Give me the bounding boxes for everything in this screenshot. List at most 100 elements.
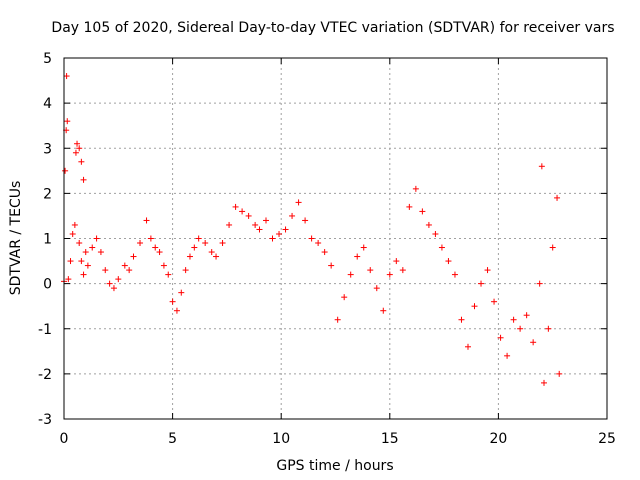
data-point (451, 271, 458, 278)
data-point (165, 271, 172, 278)
data-point (84, 262, 91, 269)
y-tick-label: -2 (38, 367, 52, 383)
data-point (71, 221, 78, 228)
data-point (321, 249, 328, 256)
data-point (115, 276, 122, 283)
data-point (425, 221, 432, 228)
data-point (74, 140, 81, 147)
data-point (545, 325, 552, 332)
data-point (276, 230, 283, 237)
data-point (89, 244, 96, 251)
data-point (373, 285, 380, 292)
x-tick-label: 0 (60, 431, 69, 447)
data-point (458, 316, 465, 323)
data-point (393, 258, 400, 265)
data-point (239, 208, 246, 215)
data-point (282, 226, 289, 233)
x-tick-label: 25 (598, 431, 616, 447)
data-point (399, 267, 406, 274)
axis-ticks: 0 5 10 15 20 25 -3 -2 -1 0 1 2 3 4 5 (38, 51, 616, 447)
data-point (438, 244, 445, 251)
data-point (497, 334, 504, 341)
data-point (517, 325, 524, 332)
data-point (315, 240, 322, 247)
y-tick-label: 2 (43, 186, 52, 202)
data-point (556, 370, 563, 377)
data-point (252, 221, 259, 228)
data-point (419, 208, 426, 215)
y-tick-label: 0 (43, 277, 52, 293)
data-point (432, 230, 439, 237)
data-point (72, 149, 79, 156)
x-tick-label: 10 (272, 431, 290, 447)
data-point (78, 258, 85, 265)
data-point (406, 203, 413, 210)
data-point (380, 307, 387, 314)
grid-lines (64, 58, 607, 419)
data-point (178, 289, 185, 296)
data-point (147, 235, 154, 242)
data-point (445, 258, 452, 265)
data-point (76, 145, 83, 152)
data-point (504, 352, 511, 359)
data-point (245, 212, 252, 219)
data-point (102, 267, 109, 274)
data-point (121, 262, 128, 269)
data-point (137, 240, 144, 247)
data-point (554, 194, 561, 201)
data-point (269, 235, 276, 242)
y-tick-label: 1 (43, 232, 52, 248)
data-point (208, 249, 215, 256)
data-point (523, 312, 530, 319)
data-point (64, 118, 71, 125)
data-point (126, 267, 133, 274)
data-point (541, 379, 548, 386)
data-point (367, 267, 374, 274)
data-point (93, 235, 100, 242)
data-point (341, 294, 348, 301)
data-point (386, 271, 393, 278)
data-point (106, 280, 113, 287)
data-point (360, 244, 367, 251)
data-point (182, 267, 189, 274)
data-point (256, 226, 263, 233)
data-point (186, 253, 193, 260)
data-point (302, 217, 309, 224)
data-point (289, 212, 296, 219)
data-point (226, 221, 233, 228)
data-point (76, 240, 83, 247)
x-tick-label: 5 (168, 431, 177, 447)
data-point (78, 158, 85, 165)
data-point (213, 253, 220, 260)
data-point (191, 244, 198, 251)
x-axis-label: GPS time / hours (276, 458, 393, 474)
data-point (110, 285, 117, 292)
data-point (97, 249, 104, 256)
data-point (80, 271, 87, 278)
data-point (538, 163, 545, 170)
chart-title: Day 105 of 2020, Sidereal Day-to-day VTE… (51, 20, 614, 36)
x-tick-label: 20 (489, 431, 507, 447)
data-point (328, 262, 335, 269)
y-tick-label: 3 (43, 141, 52, 157)
data-point (262, 217, 269, 224)
x-tick-label: 15 (381, 431, 399, 447)
data-point (62, 167, 69, 174)
data-point (173, 307, 180, 314)
data-point (295, 199, 302, 206)
data-point (530, 339, 537, 346)
data-point (347, 271, 354, 278)
data-point (67, 258, 74, 265)
data-point (308, 235, 315, 242)
data-point (232, 203, 239, 210)
data-point (219, 240, 226, 247)
y-axis-label: SDTVAR / TECUs (8, 181, 24, 296)
plot-frame (63, 57, 608, 420)
data-point (82, 249, 89, 256)
data-point (65, 276, 72, 283)
data-point (169, 298, 176, 305)
y-tick-label: -3 (38, 412, 52, 428)
data-point (195, 235, 202, 242)
data-point (354, 253, 361, 260)
